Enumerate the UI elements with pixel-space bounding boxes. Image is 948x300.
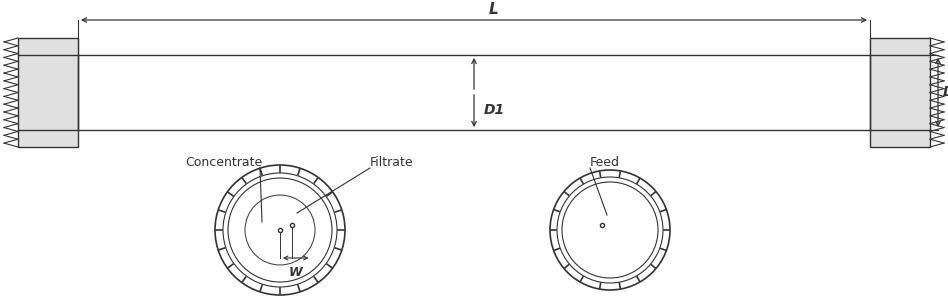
Bar xyxy=(18,38,78,147)
Text: L: L xyxy=(489,2,499,17)
Text: D: D xyxy=(943,85,948,99)
Text: Filtrate: Filtrate xyxy=(370,157,413,169)
Text: Feed: Feed xyxy=(590,157,620,169)
Text: D1: D1 xyxy=(484,103,505,117)
Bar xyxy=(870,38,930,147)
Text: Concentrate: Concentrate xyxy=(185,157,263,169)
Text: W: W xyxy=(289,266,302,279)
